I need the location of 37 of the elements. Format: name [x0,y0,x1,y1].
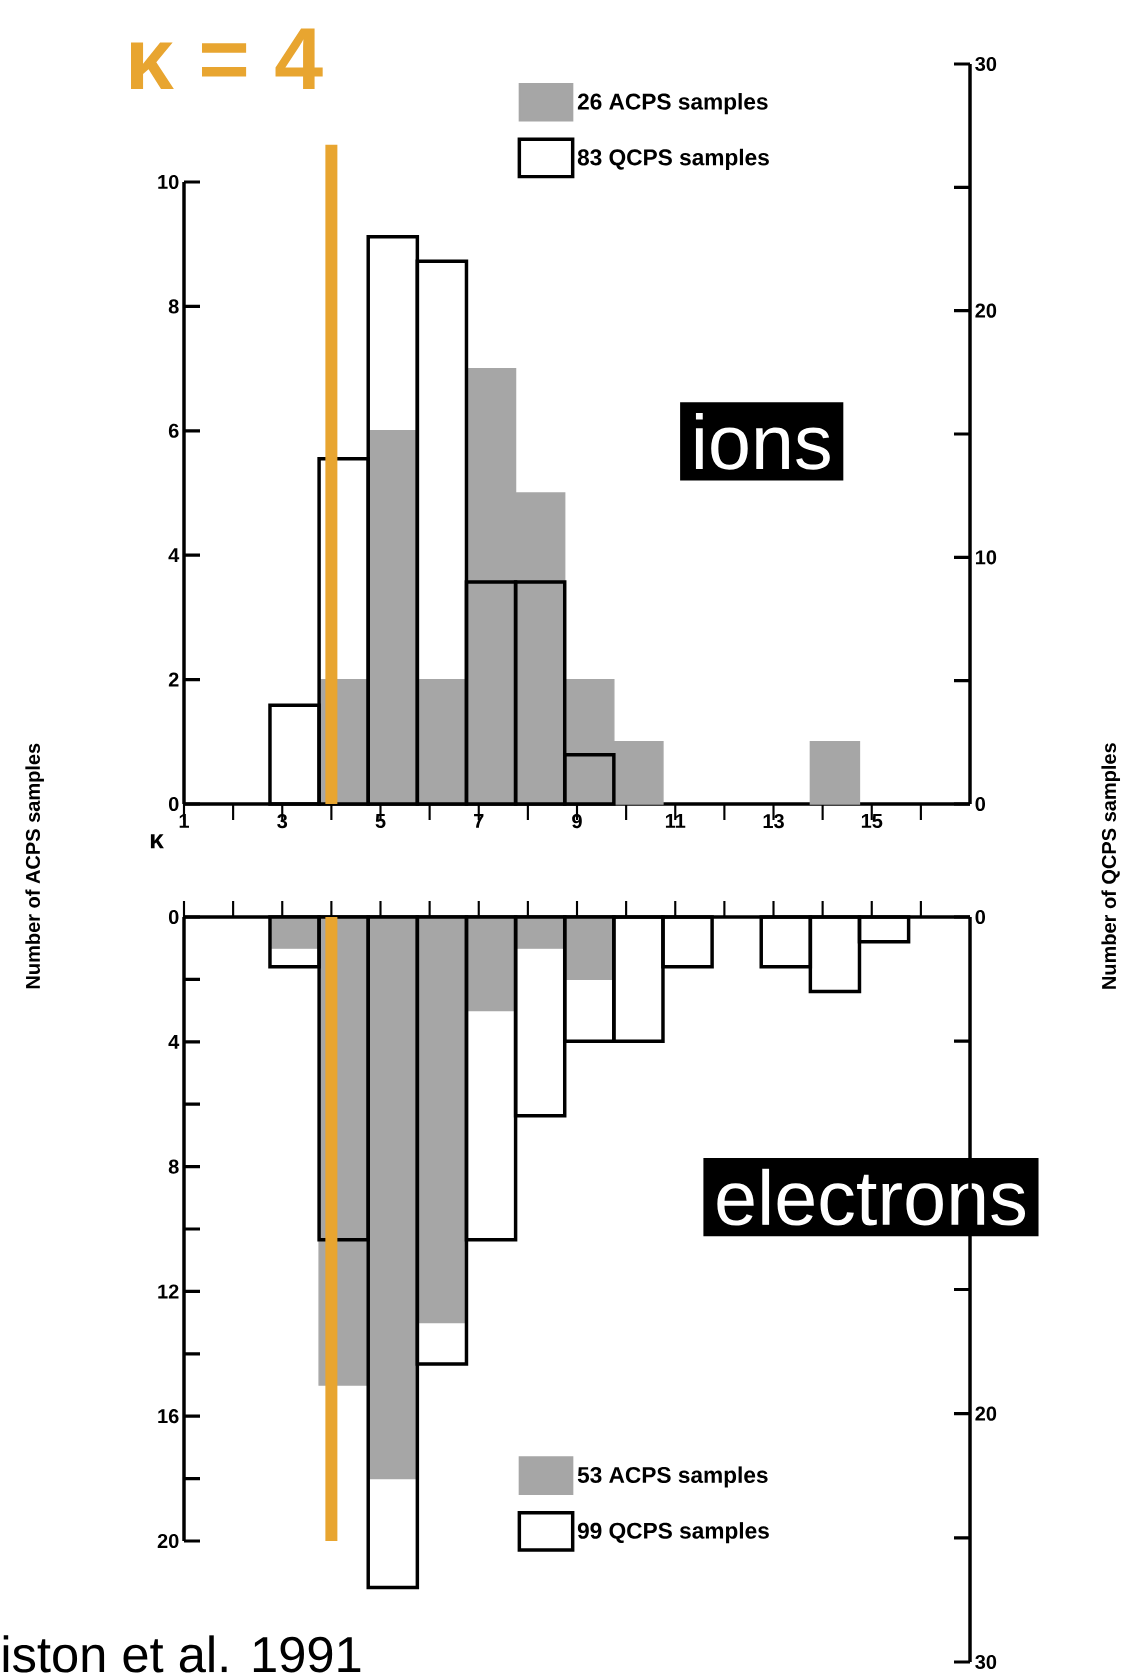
text: iston et al. 1991 [3,1635,361,1673]
x-axis-title: κ [150,834,164,849]
y-tick-label: 20 [157,1533,179,1549]
legend-label: 83 QCPS samples [577,148,769,170]
legend-label: 26 ACPS samples [577,93,768,115]
y-tick-label: 8 [168,1159,179,1174]
y-tick-label: 4 [168,548,180,563]
y-tick-label: 16 [158,1409,179,1424]
x-tick-label: 15 [861,814,883,828]
y-tick-label: 2 [168,672,179,687]
y2-tick-label: 10 [975,550,997,565]
ref-line-label: κ = 4 [131,28,323,89]
legend-label: 99 QCPS samples [577,1522,769,1544]
y-tick-label: 6 [168,423,179,438]
y2-tick-label: 30 [975,1654,997,1670]
y2-tick-label: 30 [975,56,997,72]
annotation: ions [695,412,830,470]
y-tick-label: 12 [158,1284,179,1299]
legend-label: 53 ACPS samples [577,1466,768,1488]
y-tick-label: 0 [168,909,179,925]
x-tick-label: 3 [277,814,288,829]
x-tick-label: 5 [375,814,386,828]
y2-tick-label: 0 [975,909,986,925]
x-tick-label: 9 [572,814,582,829]
y-axis-title: Number of ACPS samples [25,743,44,989]
x-tick-label: 11 [665,814,686,828]
y2-axis-title: Number of QCPS samples [1101,743,1121,989]
y-tick-label: 8 [168,299,179,314]
y-tick-label: 10 [158,174,179,190]
y2-tick-label: 0 [975,796,986,812]
x-tick-label: 13 [763,814,784,829]
x-tick-label: 7 [474,814,484,828]
y2-tick-label: 20 [975,303,997,318]
y-tick-label: 0 [168,796,179,812]
annotation: electrons [717,1168,1026,1226]
y-tick-label: 4 [168,1034,180,1049]
y2-tick-label: 20 [975,1406,997,1421]
